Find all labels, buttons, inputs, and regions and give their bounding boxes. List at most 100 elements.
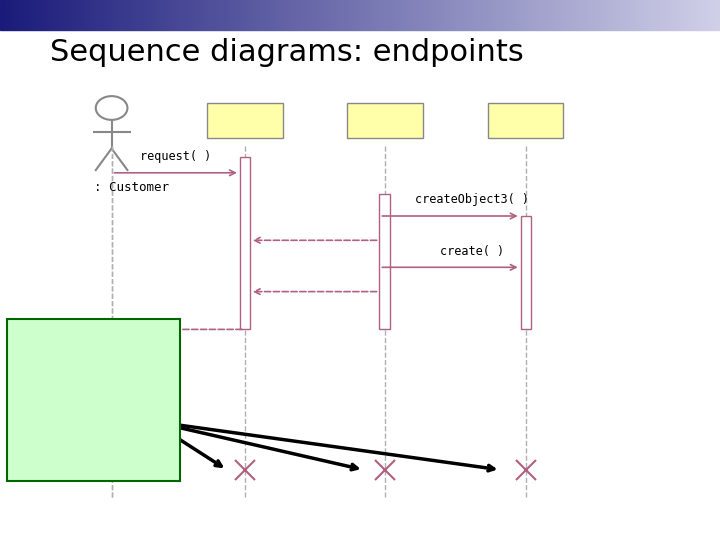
Bar [259,0,263,30]
FancyBboxPatch shape [207,103,283,138]
Bar [349,0,353,30]
Bar [583,0,587,30]
Bar [292,0,295,30]
Bar [112,0,115,30]
Bar [126,0,130,30]
Bar [634,0,637,30]
Bar [313,0,317,30]
Bar [396,0,400,30]
Bar [673,0,677,30]
Bar [140,0,144,30]
Bar [659,0,662,30]
Bar [666,0,670,30]
Bar [479,0,482,30]
Bar [389,0,392,30]
Bar [115,0,119,30]
Bar [414,0,418,30]
Bar [554,0,558,30]
Bar [277,0,281,30]
Text: create( ): create( ) [439,245,504,258]
FancyBboxPatch shape [7,319,180,481]
Text: : object1: : object1 [211,113,279,127]
Bar [50,0,54,30]
Bar [158,0,162,30]
Bar [274,0,277,30]
Bar [187,0,191,30]
Bar [29,0,32,30]
Bar [180,0,184,30]
Bar [212,0,216,30]
Bar [79,0,83,30]
Bar [216,0,220,30]
Bar [14,0,18,30]
Bar [439,0,443,30]
Bar [526,0,529,30]
Bar [598,0,601,30]
Text: X at the end of
the lifeline
shows that the
object ceases
to exist.: X at the end of the lifeline shows that … [42,360,145,439]
Bar [302,0,306,30]
Bar [684,0,688,30]
Bar [590,0,594,30]
Bar [252,0,256,30]
Bar [515,0,518,30]
Bar [335,0,338,30]
Bar [205,0,209,30]
Bar [716,0,720,30]
Bar [540,0,544,30]
Bar [662,0,666,30]
Bar [227,0,230,30]
Bar [587,0,590,30]
Bar [360,0,364,30]
Bar [47,0,50,30]
Bar [493,0,497,30]
Bar [72,0,76,30]
Bar [644,0,648,30]
Bar [338,0,342,30]
Bar [630,0,634,30]
Bar [194,0,198,30]
Bar [137,0,140,30]
Bar [234,0,238,30]
Bar [22,0,25,30]
Bar [655,0,659,30]
Bar [133,0,137,30]
Bar [270,0,274,30]
Bar [461,0,464,30]
Bar [256,0,259,30]
Bar [184,0,187,30]
Bar [601,0,605,30]
Bar [475,0,479,30]
FancyBboxPatch shape [488,103,563,138]
Bar [432,0,436,30]
Bar [490,0,493,30]
Bar [122,0,126,30]
Text: request( ): request( ) [140,150,211,163]
Bar [385,0,389,30]
Bar [522,0,526,30]
Bar [144,0,148,30]
Bar [641,0,644,30]
Bar [544,0,547,30]
Bar [288,0,292,30]
Bar [425,0,428,30]
Bar [324,0,328,30]
Bar [446,0,450,30]
Bar [457,0,461,30]
Bar [346,0,349,30]
Bar [482,0,486,30]
Bar [61,0,65,30]
Bar [356,0,360,30]
Bar [536,0,540,30]
Bar [151,0,155,30]
Bar [166,0,169,30]
Bar [119,0,122,30]
Bar [176,0,180,30]
Bar [299,0,302,30]
Bar [529,0,533,30]
Bar [486,0,490,30]
Bar [612,0,616,30]
Bar [281,0,284,30]
Bar [238,0,241,30]
Bar [364,0,367,30]
Bar [209,0,212,30]
